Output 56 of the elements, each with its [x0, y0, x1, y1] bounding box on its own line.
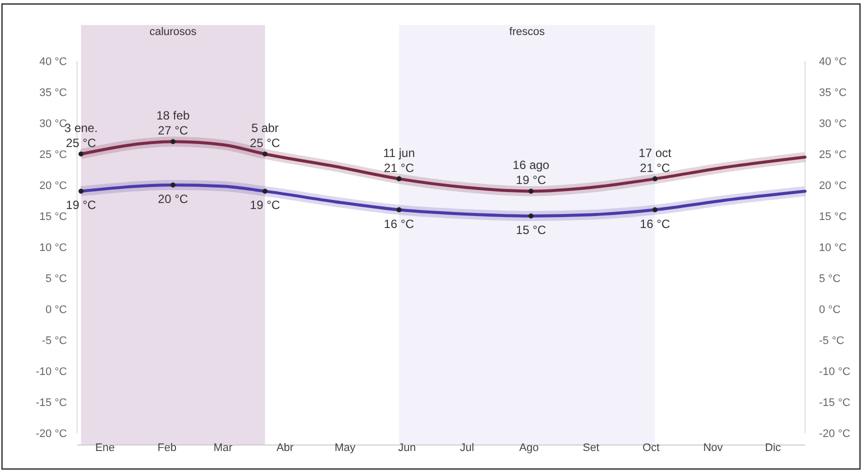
y-tick-label: 15 °C	[39, 210, 68, 223]
annotation: 5 abr	[251, 121, 279, 135]
y2-tick-label: 0 °C	[819, 304, 841, 316]
x-tick-label: Set	[582, 442, 600, 454]
y2-tick-label: -20 °C	[819, 428, 850, 440]
data-label: 19 °C	[516, 173, 546, 188]
x-tick-label: Ago	[519, 442, 539, 454]
x-tick-label: Oct	[642, 442, 660, 454]
annotation: 18 feb	[156, 108, 190, 123]
x-tick-label: Jun	[398, 442, 416, 454]
y2-tick-label: 35 °C	[819, 86, 847, 99]
annotation: 11 jun	[383, 146, 415, 160]
y-tick-label: 10 °C	[39, 242, 68, 254]
y-tick-label: 25 °C	[39, 148, 68, 161]
data-label: 25 °C	[66, 136, 96, 150]
y-tick-label: -15 °C	[36, 396, 68, 409]
y2-tick-label: -10 °C	[819, 366, 850, 378]
y-tick-label: 40 °C	[39, 56, 68, 68]
data-label: 19 °C	[250, 198, 280, 212]
y2-tick-label: -15 °C	[819, 396, 850, 409]
data-label: 16 °C	[384, 216, 414, 231]
data-label: 15 °C	[516, 223, 546, 237]
data-label: 25 °C	[250, 136, 280, 150]
y2-tick-label: -5 °C	[819, 334, 844, 347]
x-tick-label: Nov	[703, 442, 724, 454]
y-tick-label: -20 °C	[36, 428, 68, 440]
y-tick-label: 0 °C	[45, 304, 68, 316]
y2-tick-label: 5 °C	[819, 272, 841, 285]
y-tick-label: 35 °C	[39, 86, 68, 99]
y-tick-label: -10 °C	[36, 366, 68, 378]
y2-tick-label: 10 °C	[819, 242, 847, 254]
y2-tick-label: 25 °C	[819, 148, 847, 161]
x-tick-label: May	[334, 442, 356, 454]
y2-tick-label: 30 °C	[819, 118, 847, 130]
y2-tick-label: 20 °C	[819, 180, 847, 192]
annotation: 16 ago	[512, 158, 550, 172]
annotation: 17 oct	[638, 146, 672, 160]
data-label: 19 °C	[66, 198, 96, 212]
x-tick-label: Jul	[460, 442, 474, 454]
x-tick-label: Dic	[765, 442, 782, 454]
data-label: 21 °C	[640, 160, 670, 175]
data-label: 21 °C	[384, 160, 414, 175]
x-tick-label: Feb	[158, 442, 176, 454]
data-label: 20 °C	[158, 192, 188, 206]
y2-tick-label: 40 °C	[819, 56, 847, 68]
x-tick-label: Ene	[95, 442, 115, 454]
data-label: 27 °C	[158, 124, 188, 138]
y-tick-label: -5 °C	[42, 334, 68, 347]
x-tick-label: Mar	[214, 442, 233, 454]
y-tick-label: 5 °C	[45, 272, 68, 285]
x-tick-label: Abr	[276, 442, 294, 454]
y2-tick-label: 15 °C	[819, 210, 847, 223]
band-label: calurosos	[149, 26, 198, 38]
data-label: 16 °C	[640, 216, 670, 231]
band-label: frescos	[509, 26, 546, 38]
y-tick-label: 20 °C	[39, 180, 68, 192]
